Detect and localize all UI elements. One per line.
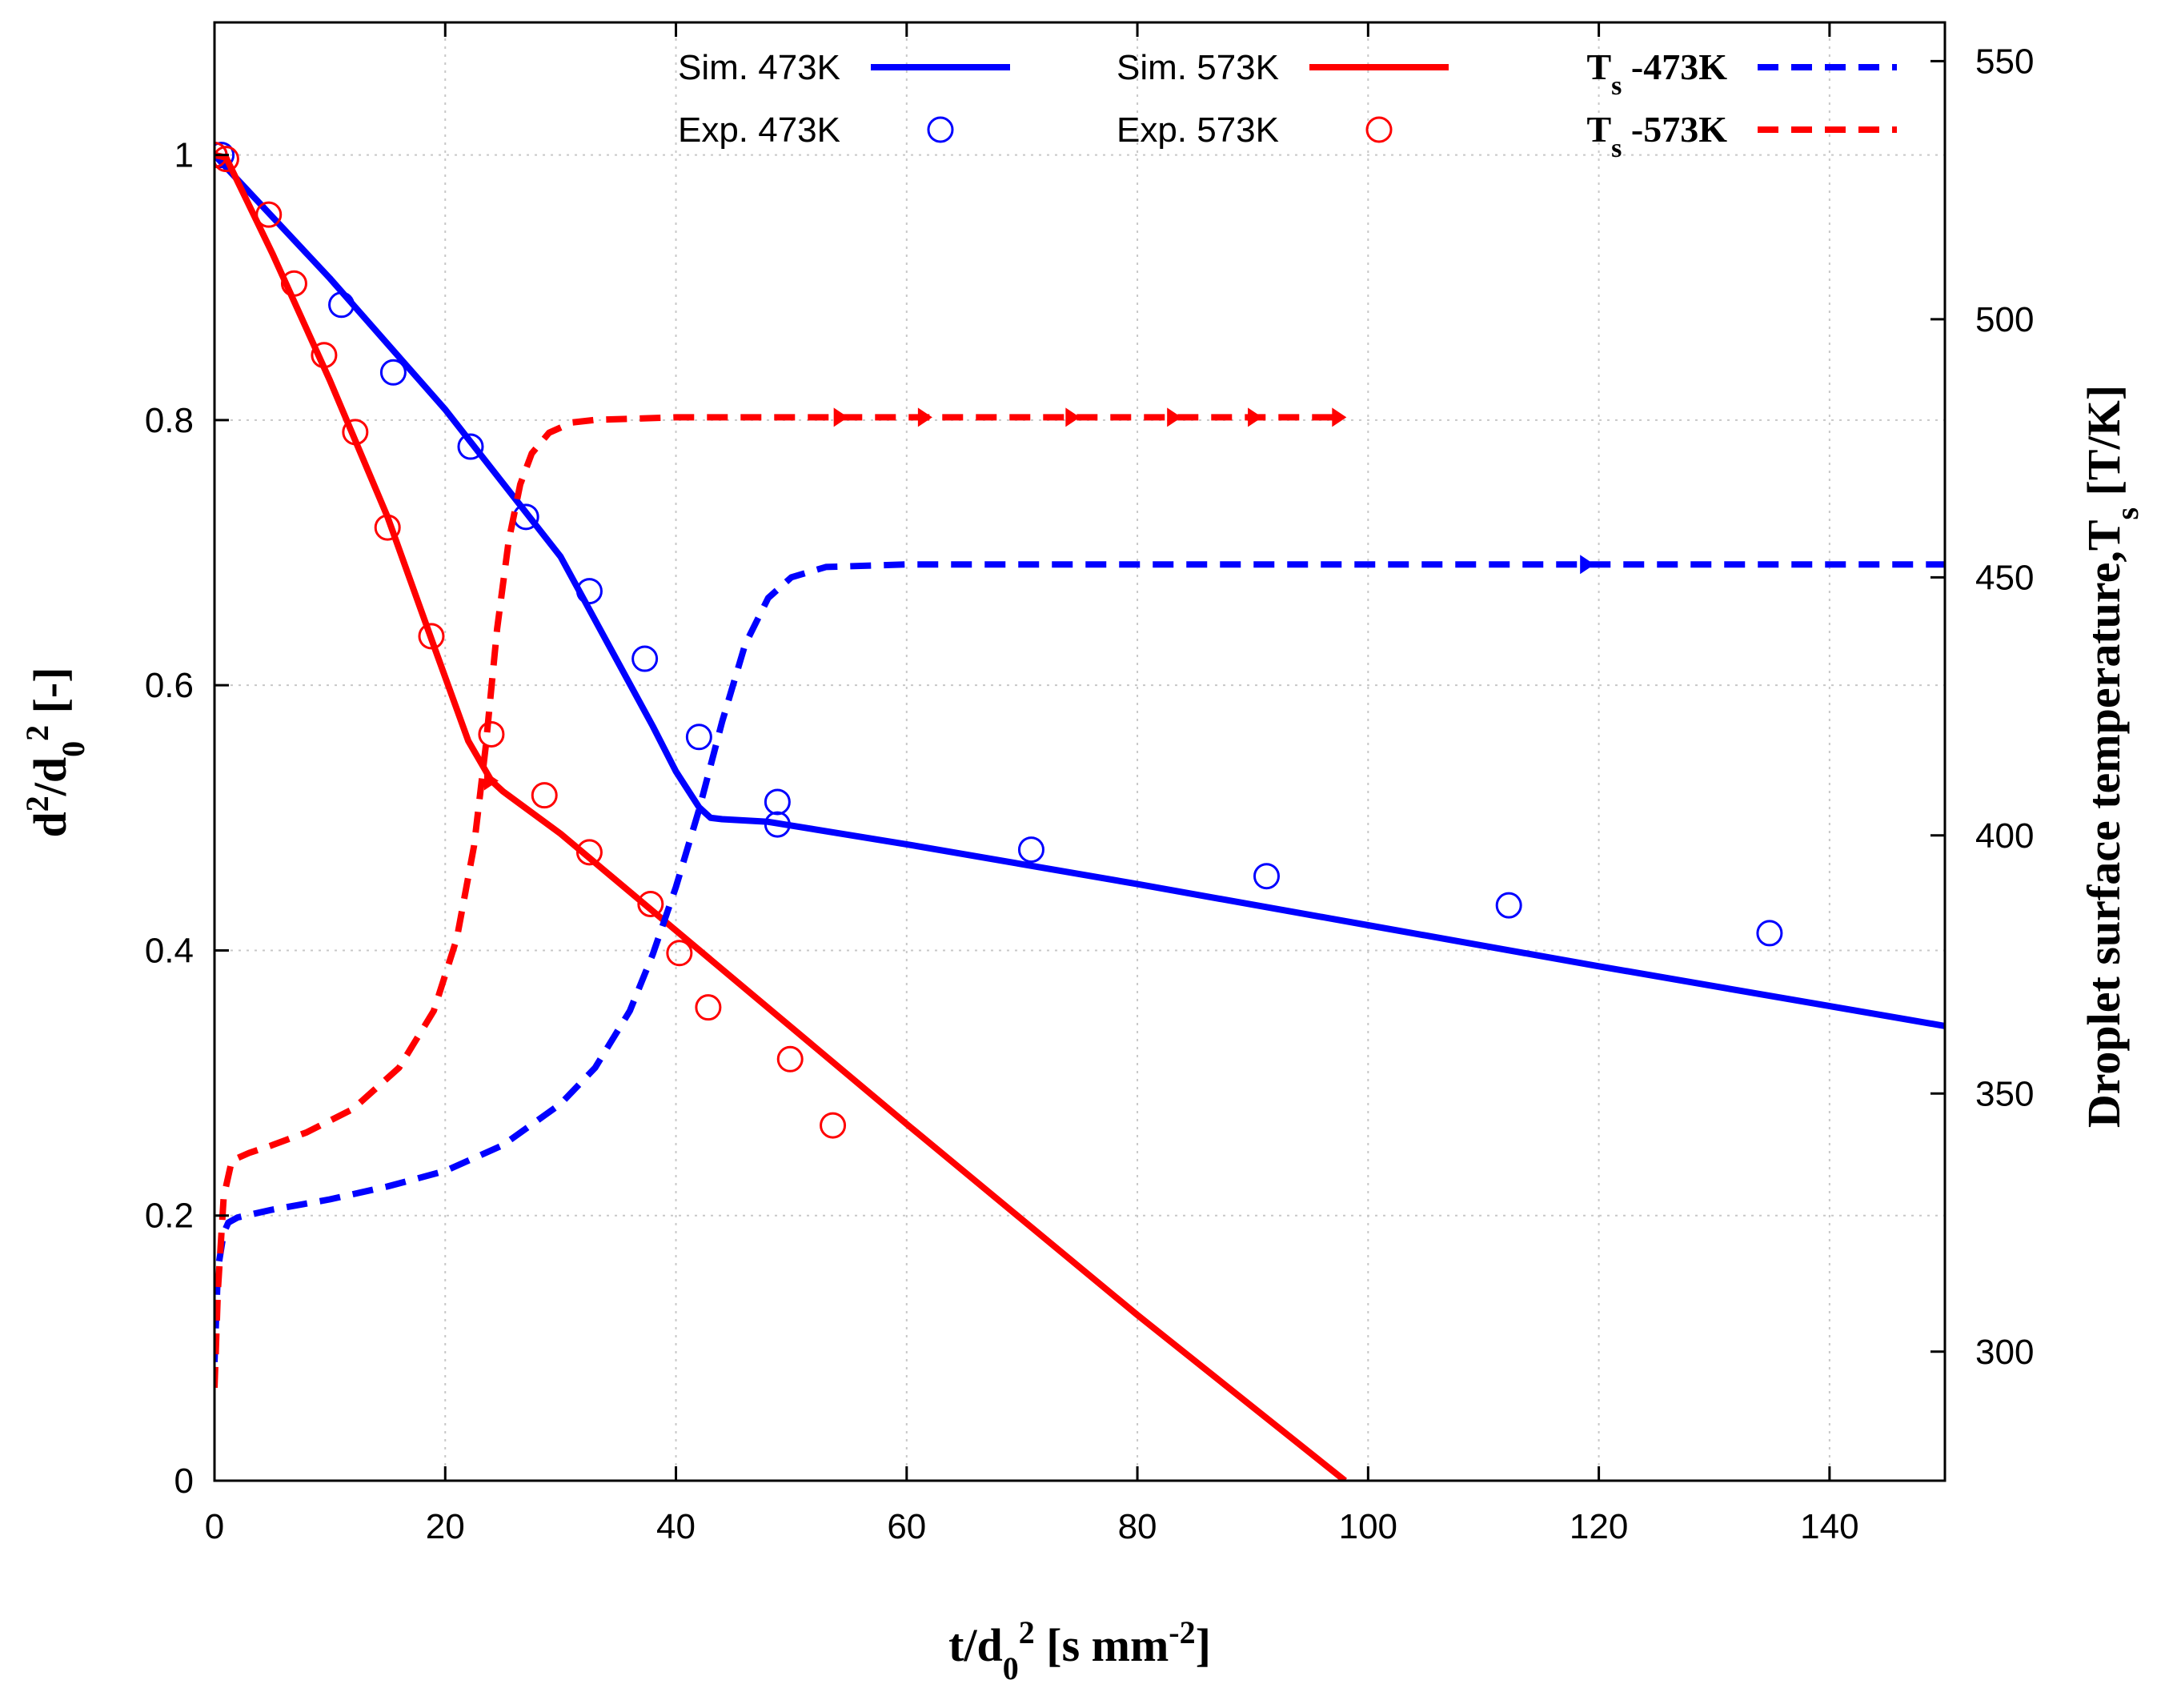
data-point <box>255 201 283 228</box>
data-point <box>1495 892 1522 919</box>
y-tick-label: 1 <box>174 136 194 175</box>
series-blue-line-0 <box>214 152 1945 1029</box>
data-point <box>820 1112 847 1139</box>
legend-label: Ts -473K <box>1586 46 1727 101</box>
series-marker <box>1580 555 1595 575</box>
y2-tick-label: 450 <box>1975 558 2034 597</box>
data-point <box>418 623 445 650</box>
data-point <box>666 940 693 967</box>
data-point <box>631 645 659 672</box>
data-point <box>379 359 407 386</box>
legend-marker-sample <box>1365 116 1393 143</box>
y2-tick-label: 500 <box>1975 300 2034 339</box>
series-marker <box>483 771 499 791</box>
data-point <box>374 514 401 541</box>
data-point <box>214 142 235 169</box>
legend-label: Sim. 573K <box>1117 48 1279 87</box>
x-tick-label: 140 <box>1800 1507 1858 1546</box>
grid-lines <box>214 22 1945 1481</box>
plot-series <box>214 142 1945 1481</box>
legend-label: Ts -573K <box>1586 109 1727 163</box>
series-marker <box>1248 407 1263 427</box>
plot-frame <box>213 21 1946 1482</box>
data-point <box>695 994 722 1021</box>
y2-tick-label: 550 <box>1975 42 2034 81</box>
data-point <box>776 1045 804 1073</box>
series-line <box>214 414 1345 1389</box>
x-tick-label: 0 <box>205 1507 224 1546</box>
legend: Sim. 473K Exp. 473K Sim. 573K Exp. 573K Ts -… <box>678 46 1897 163</box>
data-point <box>478 720 505 748</box>
y-tick-label: 0.4 <box>145 931 194 970</box>
series-red-line-5 <box>214 407 1347 1389</box>
legend-item-2: Sim. 573K <box>1117 48 1449 87</box>
data-point <box>457 433 484 460</box>
data-point <box>764 788 791 816</box>
y-axis-title: d2/d02 [-] <box>19 667 91 837</box>
series-line <box>214 561 1945 1362</box>
y2-tick-label: 350 <box>1975 1074 2034 1113</box>
data-point <box>1017 836 1044 864</box>
x-axis-title: t/d02 [s mm-2] <box>948 1614 1211 1686</box>
legend-item-5: Ts -573K <box>1586 109 1897 163</box>
x-tick-label: 40 <box>656 1507 696 1546</box>
series-line <box>214 152 1945 1029</box>
y2-tick-label: 300 <box>1975 1333 2034 1372</box>
series-marker <box>1167 407 1182 427</box>
data-point <box>311 342 338 369</box>
data-point <box>764 811 791 838</box>
y2-axis-title: Droplet surface temperature,Ts [T/K] <box>2078 385 2145 1128</box>
series-line <box>214 151 1347 1481</box>
series-marker <box>1065 407 1080 427</box>
series-marker <box>917 407 932 427</box>
legend-label: Exp. 573K <box>1117 110 1279 150</box>
data-point <box>328 291 355 319</box>
y-tick-label: 0.8 <box>145 401 194 440</box>
data-point <box>575 578 603 605</box>
data-point <box>1756 920 1783 947</box>
series-blue-line-4 <box>214 555 1945 1362</box>
x-tick-label: 120 <box>1570 1507 1628 1546</box>
data-point <box>637 890 664 917</box>
legend-item-1: Exp. 473K <box>678 110 954 150</box>
x-tick-label: 60 <box>887 1507 926 1546</box>
data-point <box>575 839 603 866</box>
data-point <box>531 782 558 809</box>
data-point <box>280 270 307 297</box>
data-point <box>342 419 369 446</box>
y2-tick-label: 400 <box>1975 816 2034 856</box>
legend-item-0: Sim. 473K <box>678 48 1010 87</box>
x-tick-label: 80 <box>1118 1507 1157 1546</box>
series-marker <box>833 407 848 427</box>
legend-item-4: Ts -473K <box>1586 46 1897 101</box>
y-tick-label: 0.2 <box>145 1197 194 1236</box>
legend-label: Exp. 473K <box>678 110 840 150</box>
data-point <box>685 724 712 751</box>
series-marker <box>1332 407 1347 427</box>
y-tick-label: 0.6 <box>145 666 194 705</box>
axis-ticks: 0 20 40 60 80 100 120 140 0 0.2 0.4 0.6 0.8 1 300 350 40… <box>145 22 2034 1546</box>
series-blue-scatter-1 <box>214 142 1783 947</box>
data-point <box>214 146 239 173</box>
legend-marker-sample <box>927 116 954 143</box>
legend-label: Sim. 473K <box>678 48 840 87</box>
data-point <box>1253 863 1280 890</box>
y-tick-label: 0 <box>174 1461 194 1501</box>
x-tick-label: 20 <box>426 1507 465 1546</box>
legend-item-3: Exp. 573K <box>1117 110 1393 150</box>
x-tick-label: 100 <box>1339 1507 1397 1546</box>
series-red-line-2 <box>214 151 1347 1481</box>
